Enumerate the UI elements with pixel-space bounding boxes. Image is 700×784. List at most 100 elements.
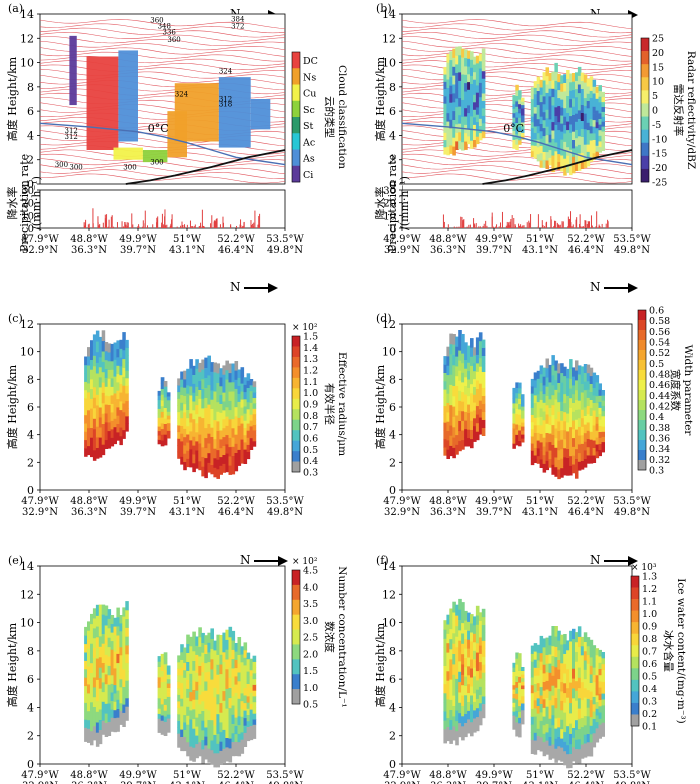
colorbar-frame	[630, 575, 640, 727]
cloud-cell	[557, 630, 561, 641]
cloud-cell	[560, 91, 564, 100]
cloud-cell	[207, 681, 211, 692]
cloud-cell	[84, 381, 88, 391]
cloud-cell	[180, 690, 184, 699]
cloud-cell	[177, 668, 181, 676]
cloud-cell	[452, 385, 456, 397]
colorbar-cell	[638, 460, 646, 471]
cloud-cell	[249, 390, 254, 397]
y-tick-label: 0	[389, 484, 396, 497]
cloud-cell	[122, 712, 126, 727]
cloud-cell	[201, 749, 205, 764]
cloud-cell	[231, 649, 236, 660]
cloud-cell	[186, 652, 190, 662]
cloud-cell	[119, 374, 123, 384]
cloud-cell	[246, 373, 251, 381]
cloud-cell	[551, 444, 555, 455]
cloud-cell	[536, 667, 541, 676]
x-tick-label-lat: 46.4°N	[568, 245, 604, 256]
cloud-cell	[449, 128, 453, 137]
cloud-cell	[160, 692, 165, 699]
cloud-cell	[515, 408, 519, 415]
precip-label-zh: 降水率	[373, 187, 387, 220]
cloud-cell	[252, 713, 257, 720]
cloud-cell	[589, 733, 594, 743]
cloud-cell	[533, 139, 538, 146]
cloud-cell	[160, 698, 165, 705]
cloud-cell	[160, 715, 165, 722]
cloud-cell	[598, 705, 602, 713]
cloud-cell	[246, 708, 251, 715]
colorbar-tick-label: 1.3	[642, 572, 657, 583]
cloud-cell	[446, 421, 450, 431]
colorbar-multiplier: × 10²	[292, 557, 318, 567]
cloud-cell	[452, 354, 456, 366]
cloud-cell	[601, 446, 605, 453]
cloud-cell	[249, 443, 254, 450]
cloud-cell	[113, 634, 117, 644]
cloud-cell	[446, 53, 450, 63]
cloud-cell	[583, 82, 588, 91]
cloud-cell	[539, 109, 544, 117]
cloud-cell	[192, 410, 196, 420]
cloud-cell	[458, 440, 462, 452]
cloud-cell	[157, 708, 162, 714]
cloud-cell	[545, 441, 549, 452]
cloud-cell	[234, 443, 239, 453]
cloud-cell	[536, 644, 541, 653]
cloud-cell	[213, 381, 217, 392]
cloud-cell	[201, 671, 205, 682]
cloud-cell	[452, 66, 456, 76]
cloud-cell	[116, 348, 120, 358]
x-tick-label-lat: 39.7°N	[120, 507, 156, 518]
cloud-cell	[101, 402, 106, 414]
cloud-cell	[557, 137, 561, 147]
cloud-cell	[586, 446, 591, 456]
cloud-cell	[455, 132, 459, 142]
x-tick-label-lon: 47.9°W	[21, 234, 59, 245]
cloud-cell	[572, 411, 576, 421]
cloud-cell	[521, 101, 525, 106]
cloud-cell	[518, 90, 522, 96]
cloud-cell	[113, 410, 117, 419]
cloud-cell	[122, 367, 126, 377]
cloud-cell	[90, 369, 94, 380]
cloud-cell	[98, 377, 103, 388]
cloud-cell	[166, 434, 171, 439]
cloud-cell	[183, 729, 187, 738]
cloud-cell	[554, 418, 558, 429]
y-tick-label: 8	[27, 645, 34, 658]
cloud-cell	[554, 718, 558, 729]
cloud-cell	[515, 704, 519, 712]
cloud-cell	[204, 427, 208, 439]
cloud-cell	[592, 387, 597, 396]
cloud-cell	[449, 719, 453, 731]
cloud-cell	[521, 125, 525, 130]
cloud-cell	[243, 456, 248, 464]
cloud-cell	[601, 145, 605, 151]
cloud-cell	[598, 668, 602, 676]
cloud-cell	[246, 430, 251, 438]
cloud-cell	[157, 404, 162, 409]
cloud-cell	[464, 342, 468, 352]
cloud-cell	[249, 698, 254, 704]
cloud-cell	[204, 397, 208, 408]
cloud-cell	[122, 340, 126, 351]
y-tick-label: 0	[27, 758, 34, 771]
cloud-cell	[598, 425, 602, 432]
cloud-cell	[592, 725, 597, 734]
x-tick-label-lat: 49.8°N	[267, 245, 303, 256]
cloud-cell	[536, 146, 541, 155]
cloud-cell	[458, 370, 462, 381]
colorbar-cell	[292, 584, 300, 601]
cloud-cell	[183, 677, 187, 686]
cloud-cell	[449, 333, 453, 345]
cloud-cell	[530, 716, 535, 725]
cloud-cell	[536, 76, 541, 84]
cloud-cell	[443, 88, 447, 97]
cloud-cell	[560, 439, 564, 450]
cloud-cell	[252, 661, 257, 668]
cloud-cell	[577, 626, 582, 637]
cloud-cell	[192, 709, 196, 720]
cloud-cell	[536, 424, 541, 433]
